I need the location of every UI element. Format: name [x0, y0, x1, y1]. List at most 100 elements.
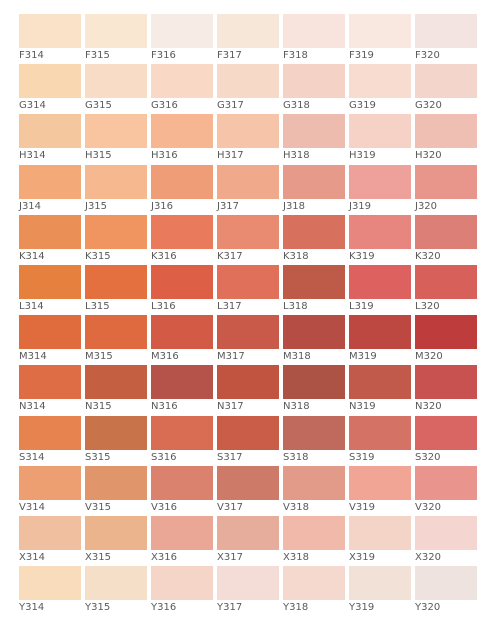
color-chip[interactable] [415, 365, 477, 400]
swatch-s315[interactable]: S315 [85, 415, 147, 466]
swatch-s319[interactable]: S319 [349, 415, 411, 466]
swatch-f319[interactable]: F319 [349, 14, 411, 64]
color-chip[interactable] [85, 64, 147, 99]
swatch-l320[interactable]: L320 [415, 264, 477, 315]
swatch-n320[interactable]: N320 [415, 365, 477, 415]
color-chip[interactable] [283, 465, 345, 500]
swatch-y315[interactable]: Y315 [85, 566, 147, 616]
color-chip[interactable] [217, 114, 279, 149]
color-chip[interactable] [85, 14, 147, 48]
swatch-h320[interactable]: H320 [415, 114, 477, 164]
color-chip[interactable] [217, 365, 279, 400]
color-chip[interactable] [349, 566, 411, 601]
color-chip[interactable] [85, 315, 147, 350]
swatch-m318[interactable]: M318 [283, 315, 345, 365]
swatch-g315[interactable]: G315 [85, 64, 147, 114]
swatch-g314[interactable]: G314 [19, 64, 81, 114]
swatch-y317[interactable]: Y317 [217, 566, 279, 616]
color-chip[interactable] [85, 164, 147, 199]
color-chip[interactable] [151, 114, 213, 149]
color-chip[interactable] [19, 64, 81, 99]
swatch-f314[interactable]: F314 [19, 14, 81, 64]
swatch-k319[interactable]: K319 [349, 214, 411, 265]
color-chip[interactable] [349, 64, 411, 99]
color-chip[interactable] [85, 465, 147, 500]
color-chip[interactable] [283, 64, 345, 99]
color-chip[interactable] [85, 515, 147, 550]
swatch-f320[interactable]: F320 [415, 14, 477, 64]
color-chip[interactable] [283, 415, 345, 450]
swatch-j315[interactable]: J315 [85, 164, 147, 215]
swatch-l318[interactable]: L318 [283, 264, 345, 315]
color-chip[interactable] [349, 114, 411, 149]
color-chip[interactable] [85, 415, 147, 450]
color-chip[interactable] [415, 515, 477, 550]
swatch-n316[interactable]: N316 [151, 365, 213, 415]
color-chip[interactable] [151, 14, 213, 48]
color-chip[interactable] [151, 315, 213, 350]
swatch-m316[interactable]: M316 [151, 315, 213, 365]
color-chip[interactable] [85, 566, 147, 601]
color-chip[interactable] [349, 264, 411, 299]
swatch-g319[interactable]: G319 [349, 64, 411, 114]
color-chip[interactable] [283, 14, 345, 48]
swatch-l317[interactable]: L317 [217, 264, 279, 315]
color-chip[interactable] [217, 315, 279, 350]
color-chip[interactable] [283, 164, 345, 199]
color-chip[interactable] [151, 164, 213, 199]
color-chip[interactable] [415, 315, 477, 350]
swatch-x316[interactable]: X316 [151, 515, 213, 566]
swatch-k320[interactable]: K320 [415, 214, 477, 265]
swatch-m317[interactable]: M317 [217, 315, 279, 365]
swatch-y318[interactable]: Y318 [283, 566, 345, 616]
color-chip[interactable] [349, 164, 411, 199]
swatch-j318[interactable]: J318 [283, 164, 345, 215]
swatch-j314[interactable]: J314 [19, 164, 81, 215]
color-chip[interactable] [151, 465, 213, 500]
color-chip[interactable] [349, 465, 411, 500]
color-chip[interactable] [85, 365, 147, 400]
color-chip[interactable] [151, 365, 213, 400]
swatch-h316[interactable]: H316 [151, 114, 213, 164]
color-chip[interactable] [217, 566, 279, 601]
color-chip[interactable] [217, 164, 279, 199]
swatch-x319[interactable]: X319 [349, 515, 411, 566]
swatch-s314[interactable]: S314 [19, 415, 81, 466]
color-chip[interactable] [19, 114, 81, 149]
swatch-n314[interactable]: N314 [19, 365, 81, 415]
swatch-l314[interactable]: L314 [19, 264, 81, 315]
swatch-l315[interactable]: L315 [85, 264, 147, 315]
swatch-m320[interactable]: M320 [415, 315, 477, 365]
color-chip[interactable] [283, 114, 345, 149]
color-chip[interactable] [217, 465, 279, 500]
swatch-y319[interactable]: Y319 [349, 566, 411, 616]
swatch-l316[interactable]: L316 [151, 264, 213, 315]
color-chip[interactable] [217, 515, 279, 550]
color-chip[interactable] [283, 214, 345, 249]
swatch-v316[interactable]: V316 [151, 465, 213, 516]
color-chip[interactable] [19, 415, 81, 450]
color-chip[interactable] [349, 14, 411, 48]
swatch-k315[interactable]: K315 [85, 214, 147, 265]
swatch-v315[interactable]: V315 [85, 465, 147, 516]
color-chip[interactable] [19, 465, 81, 500]
swatch-x317[interactable]: X317 [217, 515, 279, 566]
color-chip[interactable] [19, 315, 81, 350]
color-chip[interactable] [19, 14, 81, 48]
swatch-y316[interactable]: Y316 [151, 566, 213, 616]
swatch-v318[interactable]: V318 [283, 465, 345, 516]
swatch-j319[interactable]: J319 [349, 164, 411, 215]
swatch-j317[interactable]: J317 [217, 164, 279, 215]
swatch-v314[interactable]: V314 [19, 465, 81, 516]
swatch-k317[interactable]: K317 [217, 214, 279, 265]
swatch-l319[interactable]: L319 [349, 264, 411, 315]
swatch-k316[interactable]: K316 [151, 214, 213, 265]
swatch-g318[interactable]: G318 [283, 64, 345, 114]
color-chip[interactable] [85, 114, 147, 149]
swatch-s316[interactable]: S316 [151, 415, 213, 466]
color-chip[interactable] [415, 214, 477, 249]
swatch-v319[interactable]: V319 [349, 465, 411, 516]
swatch-x315[interactable]: X315 [85, 515, 147, 566]
swatch-x318[interactable]: X318 [283, 515, 345, 566]
color-chip[interactable] [349, 365, 411, 400]
